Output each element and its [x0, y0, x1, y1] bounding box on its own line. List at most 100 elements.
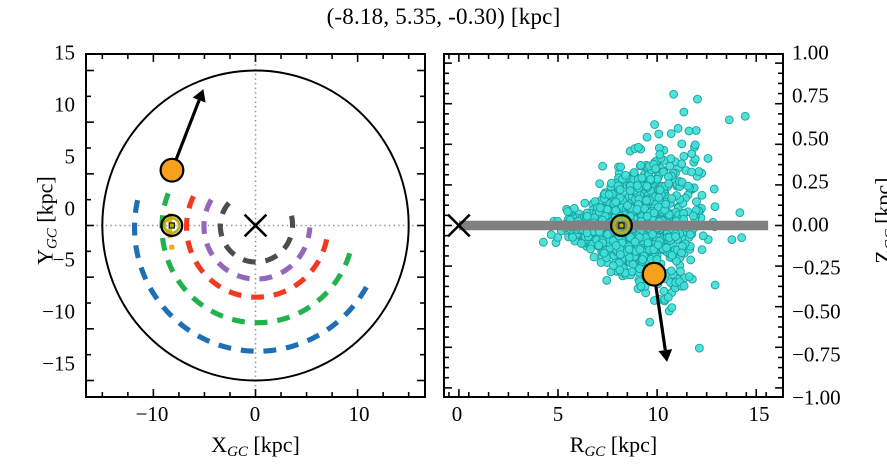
scatter-point — [604, 190, 614, 199]
scatter-point — [638, 255, 648, 264]
scatter-point — [735, 208, 745, 218]
scatter-point — [687, 167, 697, 177]
ytick-label: 15 — [54, 40, 75, 65]
scatter-point — [688, 211, 698, 221]
scatter-point — [611, 197, 621, 207]
ytick-label: 10 — [54, 92, 75, 117]
xaxis-label-right-unit: [kpc] — [605, 432, 658, 457]
ytick-label: −15 — [42, 351, 75, 376]
tick-marks — [87, 55, 424, 396]
scatter-point — [635, 245, 645, 255]
scatter-point — [632, 181, 642, 190]
scatter-point — [679, 281, 689, 291]
scatter-point — [582, 211, 592, 221]
scatter-point — [666, 129, 676, 139]
spiral-arm-4d4d4d — [217, 201, 296, 265]
star-marker[interactable] — [641, 261, 667, 287]
yaxis-label-right: ZGC [kpc] — [870, 141, 887, 301]
scatter-point — [628, 260, 638, 269]
scatter-point — [661, 199, 671, 209]
xtick-label: 0 — [249, 402, 261, 426]
scatter-point — [659, 286, 669, 296]
xaxis-label-left-unit: [kpc] — [247, 432, 300, 457]
yaxis-label-left-sub: GC — [44, 228, 61, 250]
scatter-point — [636, 160, 646, 170]
xy-plot-area — [87, 55, 424, 396]
scatter-point — [608, 261, 618, 270]
panel-xy-plane[interactable] — [85, 53, 426, 398]
scatter-point — [677, 159, 687, 169]
scatter-point — [687, 149, 697, 159]
scatter-point — [740, 111, 750, 121]
xaxis-label-right-main: R — [569, 432, 585, 457]
scatter-point — [654, 193, 664, 202]
star-marker[interactable] — [159, 157, 185, 183]
scatter-point — [615, 265, 625, 275]
ytick-label: 0 — [64, 196, 76, 221]
ytick-label: 1.00 — [792, 40, 829, 65]
scatter-point — [679, 151, 689, 161]
scatter-point — [664, 179, 674, 188]
scatter-point — [666, 154, 676, 164]
yaxis-label-left: YGC [kpc] — [32, 141, 61, 301]
scatter-point — [686, 255, 696, 265]
scatter-point — [642, 211, 652, 221]
scatter-point — [673, 124, 683, 133]
xaxis-label-left: XGC [kpc] — [85, 432, 426, 461]
scatter-point — [615, 185, 625, 195]
ytick-label: −5 — [52, 247, 75, 272]
scatter-point — [651, 164, 661, 174]
tick-marks — [445, 55, 782, 396]
ytick-label: −0.75 — [792, 342, 841, 367]
scatter-point — [648, 229, 657, 239]
xtick-label: 10 — [647, 402, 669, 426]
ytick-label: 0.00 — [792, 212, 829, 237]
figure-title: (-8.18, 5.35, -0.30) [kpc] — [326, 4, 561, 29]
scatter-point — [694, 167, 704, 176]
scatter-point — [546, 230, 556, 240]
scatter-point — [737, 233, 747, 243]
scatter-point — [653, 240, 663, 250]
ytick-label: 0.25 — [792, 169, 829, 194]
scatter-point — [637, 173, 647, 183]
scatter-point — [586, 244, 595, 254]
xtick-label: −10 — [135, 402, 169, 426]
scatter-point — [589, 252, 599, 262]
scatter-point — [650, 120, 659, 129]
scatter-point — [710, 280, 720, 290]
scatter-point — [662, 243, 671, 253]
yaxis-label-left-unit: [kpc] — [32, 176, 58, 229]
scatter-point — [646, 174, 656, 184]
scatter-point — [602, 276, 612, 285]
panel-rz-plane[interactable] — [443, 53, 784, 398]
scatter-point — [655, 150, 665, 159]
spiral-arm-f03b20 — [183, 195, 330, 300]
yaxis-label-right-unit: [kpc] — [870, 177, 887, 224]
galactic-center-marker — [447, 213, 471, 238]
scatter-point — [683, 181, 693, 191]
scatter-point — [710, 202, 720, 212]
scatter-point — [599, 248, 609, 258]
ytick-label: −1.00 — [792, 385, 841, 410]
scatter-point — [665, 161, 675, 171]
scatter-point — [667, 194, 677, 203]
scatter-point — [693, 94, 702, 104]
scatter-point — [645, 317, 655, 327]
scatter-point — [580, 198, 590, 208]
xaxis-label-right-sub: GC — [584, 444, 606, 461]
scatter-point — [684, 272, 694, 281]
scatter-point — [677, 248, 686, 258]
xtick-label: 15 — [748, 402, 770, 426]
rz-plot-area — [445, 55, 782, 396]
scatter-point — [634, 142, 643, 152]
velocity-arrow — [170, 89, 206, 171]
ytick-label: −0.50 — [792, 299, 841, 324]
scatter-point — [697, 245, 707, 254]
scatter-point — [703, 154, 713, 163]
scatter-point — [624, 244, 634, 254]
scatter-point — [679, 107, 689, 117]
scatter-point — [632, 204, 642, 214]
scatter-point — [694, 343, 704, 353]
scatter-point — [643, 238, 653, 248]
sun-marker — [160, 213, 184, 238]
